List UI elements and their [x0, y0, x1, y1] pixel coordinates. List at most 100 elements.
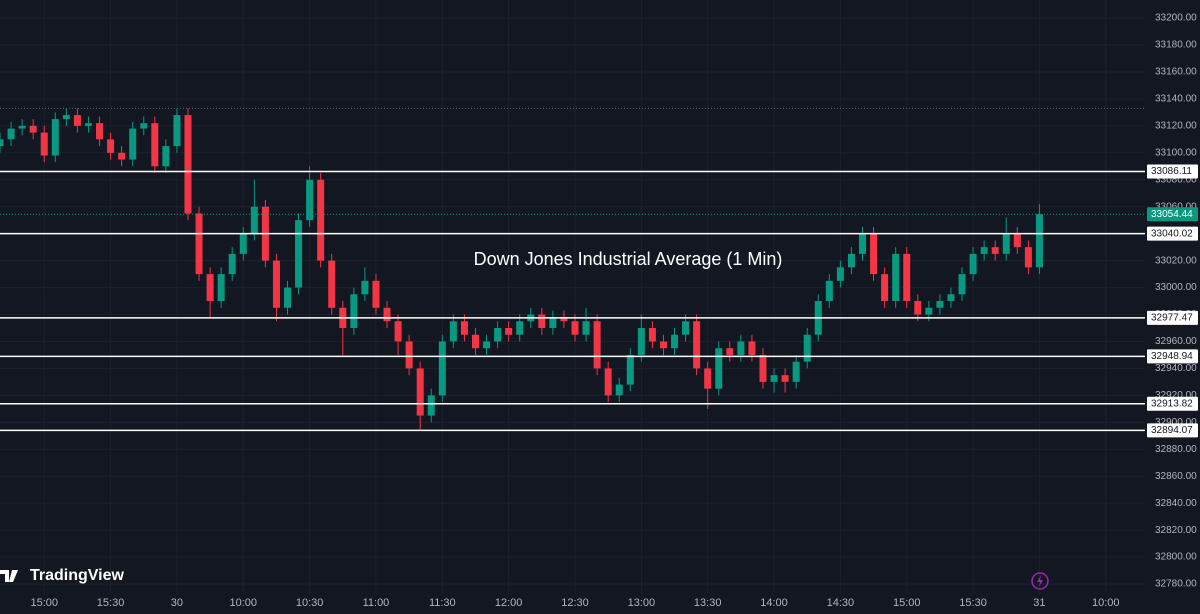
candle-body [306, 179, 314, 221]
y-tick-label: 32860.00 [1155, 471, 1197, 482]
candle-body [1002, 233, 1010, 254]
candle-body [693, 321, 701, 369]
y-tick-label: 33080.00 [1155, 174, 1197, 185]
candle-body [460, 321, 468, 335]
candle-body [272, 260, 280, 308]
y-tick-label: 33160.00 [1155, 67, 1197, 78]
y-tick-label: 33060.00 [1155, 201, 1197, 212]
candle-body [317, 179, 325, 261]
lightning-icon[interactable] [1037, 575, 1043, 587]
candle-body [969, 253, 977, 275]
candle-body [980, 247, 988, 254]
y-tick-label: 33180.00 [1155, 40, 1197, 51]
candle-body [704, 368, 712, 389]
candle-body [471, 334, 479, 349]
candle-body [62, 115, 70, 120]
candle-body [781, 375, 789, 382]
y-tick-label: 33200.00 [1155, 13, 1197, 24]
x-tick-label: 11:30 [429, 597, 456, 609]
candle-body [847, 253, 855, 268]
x-tick-label: 14:30 [827, 597, 855, 609]
level-label: 32913.82 [1151, 398, 1193, 409]
candle-body [51, 119, 59, 156]
candle-body [427, 395, 435, 416]
candle-body [549, 317, 557, 328]
candle-body [394, 321, 402, 342]
candle-body [892, 253, 900, 302]
candle-body [250, 206, 258, 234]
candle-body [859, 233, 866, 254]
candle-body [18, 125, 26, 129]
x-tick-label: 12:30 [561, 597, 589, 609]
level-label-box [1147, 396, 1198, 411]
chart-title: Down Jones Industrial Average (1 Min) [474, 249, 783, 269]
x-tick-label: 15:30 [97, 597, 125, 609]
candle-body [870, 233, 878, 275]
level-labels: 33086.11 33040.02 32977.47 32948.94 32913.82… [1147, 164, 1198, 438]
candle-body [825, 280, 833, 302]
candle-body [792, 361, 800, 382]
candle-body [0, 139, 4, 147]
y-tick-label: 32900.00 [1155, 417, 1197, 428]
y-tick-label: 32880.00 [1155, 444, 1197, 455]
y-tick-label: 32840.00 [1155, 498, 1197, 509]
level-label-box [1147, 423, 1198, 438]
candle-body [903, 253, 911, 302]
candle-body [571, 321, 579, 335]
candle-body [449, 321, 457, 342]
y-axis: 32780.00 32800.00 32820.00 32840.00 32860.00… [1155, 13, 1197, 590]
x-tick-label: 10:00 [230, 597, 258, 609]
candle-body [914, 301, 922, 315]
y-tick-label: 32960.00 [1155, 336, 1197, 347]
candle-body [206, 274, 214, 302]
candle-body [803, 334, 811, 362]
lightning-button[interactable] [1031, 572, 1049, 590]
candle-body [925, 307, 933, 315]
candle-body [505, 327, 513, 335]
candle-body [40, 132, 48, 156]
candle-body [991, 247, 999, 254]
candle-body [648, 327, 656, 342]
level-label: 32948.94 [1151, 351, 1193, 362]
x-tick-label: 15:30 [959, 597, 987, 609]
candle-body [284, 287, 291, 308]
candle-body [560, 317, 568, 322]
candle-body [626, 354, 634, 385]
candle-body [582, 321, 590, 335]
candle-body [748, 341, 756, 355]
y-tick-label: 32940.00 [1155, 363, 1197, 374]
candle-body [881, 274, 889, 302]
last-price-box [1147, 207, 1198, 222]
candle-body [593, 321, 601, 369]
candle-body [96, 123, 104, 140]
y-tick-label: 33120.00 [1155, 121, 1197, 132]
x-axis: 15:00 15:30 30 10:00 10:30 11:00 11:30 12:00 12:… [30, 597, 1119, 609]
x-tick-label: 12:00 [495, 597, 523, 609]
level-label-box [1147, 349, 1198, 364]
candle-body [239, 233, 247, 254]
y-tick-label: 33140.00 [1155, 94, 1197, 105]
candle-body [615, 384, 623, 396]
x-tick-label: 30 [171, 597, 183, 609]
candle-body [84, 123, 92, 126]
candle-body [936, 301, 944, 308]
y-tick-label: 33020.00 [1155, 255, 1197, 266]
candle-body [1013, 233, 1021, 248]
level-label: 33040.02 [1151, 228, 1193, 239]
candle-body [228, 253, 236, 275]
x-tick-label: 13:00 [628, 597, 656, 609]
y-tick-label: 32780.00 [1155, 579, 1197, 590]
y-tick-label: 32920.00 [1155, 390, 1197, 401]
candle-body [173, 115, 181, 147]
candle-body [416, 368, 424, 416]
candle-body [151, 123, 159, 167]
candle-body [405, 341, 413, 369]
x-tick-label: 13:30 [694, 597, 722, 609]
candle-body [129, 128, 137, 160]
lightning-circle[interactable] [1031, 572, 1049, 590]
candle-body [162, 146, 170, 167]
candle-body [383, 307, 391, 322]
